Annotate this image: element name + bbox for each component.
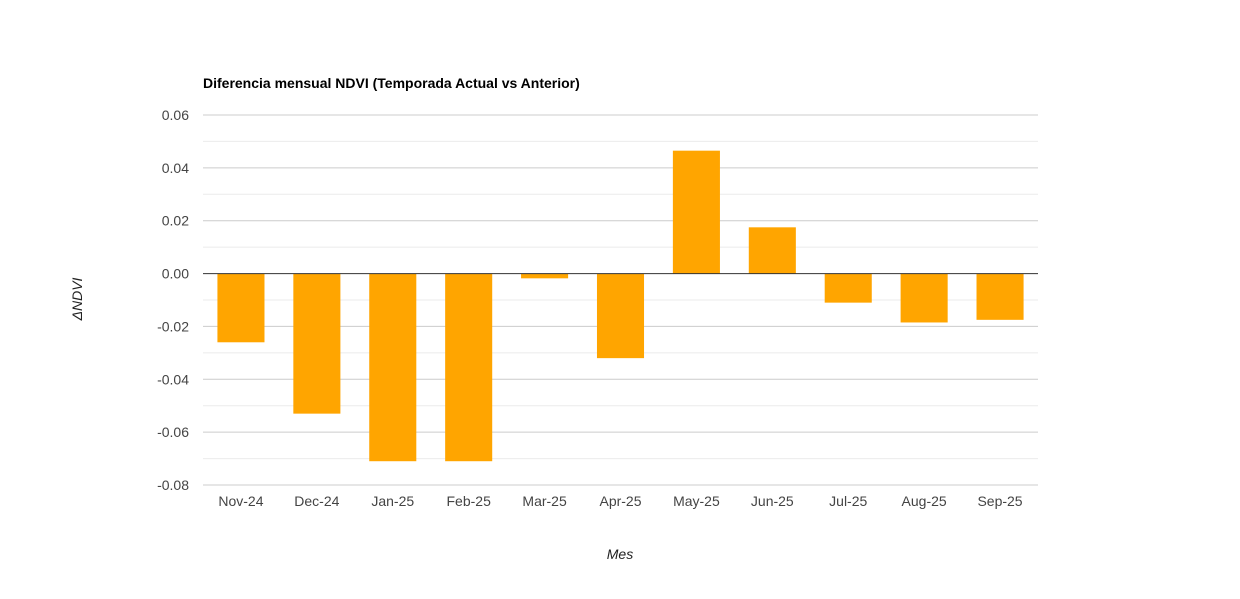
x-tick-label: Dec-24: [294, 493, 339, 509]
x-tick-label: Jul-25: [829, 493, 867, 509]
bar-jul-25[interactable]: [824, 273, 872, 303]
x-tick-label: Apr-25: [599, 493, 641, 509]
bar-aug-25[interactable]: [900, 273, 948, 323]
y-tick-label: 0.06: [162, 107, 189, 123]
y-tick-label: 0.04: [162, 160, 189, 176]
x-tick-label: Nov-24: [218, 493, 263, 509]
x-tick-label: May-25: [673, 493, 720, 509]
y-tick-label: 0.02: [162, 213, 189, 229]
bar-sep-25[interactable]: [976, 273, 1024, 320]
x-axis-ticks: Nov-24 Dec-24 Jan-25 Feb-25 Mar-25 Apr-25 May-…: [218, 493, 1022, 509]
bar-apr-25[interactable]: [596, 273, 645, 359]
x-tick-label: Jun-25: [751, 493, 794, 509]
x-axis-title: Mes: [607, 546, 633, 562]
bar-dec-24[interactable]: [293, 273, 341, 414]
y-tick-label: 0.00: [162, 266, 189, 282]
y-tick-label: -0.08: [157, 477, 189, 493]
y-axis-ticks: 0.06 0.04 0.02 0.00 -0.02 -0.04 -0.06 -0.08: [157, 107, 189, 493]
y-tick-label: -0.04: [157, 371, 189, 387]
bar-jun-25[interactable]: [748, 227, 796, 274]
bar-nov-24[interactable]: [217, 273, 265, 343]
chart-title: Diferencia mensual NDVI (Temporada Actua…: [203, 75, 580, 91]
y-axis-title: ΔNDVI: [69, 277, 85, 321]
bar-jan-25[interactable]: [369, 273, 417, 462]
bars: [217, 150, 1024, 462]
bar-mar-25[interactable]: [521, 273, 569, 279]
y-tick-label: -0.02: [157, 318, 189, 334]
x-tick-label: Sep-25: [977, 493, 1022, 509]
gridlines: [203, 114, 1038, 486]
x-tick-label: Feb-25: [447, 493, 492, 509]
x-tick-label: Jan-25: [371, 493, 414, 509]
bar-feb-25[interactable]: [445, 273, 493, 462]
y-tick-label: -0.06: [157, 424, 189, 440]
x-tick-label: Aug-25: [902, 493, 947, 509]
bar-may-25[interactable]: [672, 150, 720, 274]
x-tick-label: Mar-25: [522, 493, 567, 509]
